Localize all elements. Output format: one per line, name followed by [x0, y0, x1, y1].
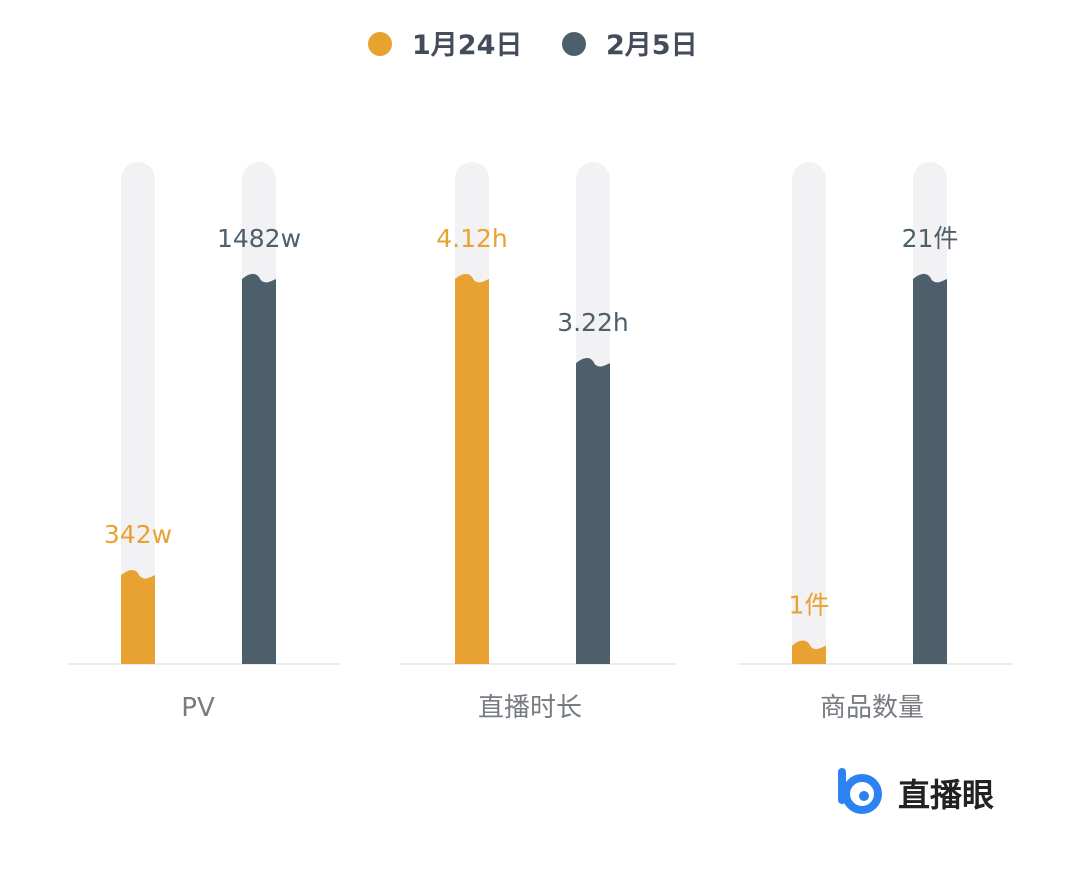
bar-track [792, 162, 826, 664]
bar-feb5 [242, 273, 276, 664]
bar-jan24 [121, 570, 155, 664]
value-label: 1482w [217, 224, 301, 253]
category-label: 商品数量 [820, 693, 924, 723]
bar-feb5 [913, 273, 947, 664]
category-label: PV [181, 693, 215, 723]
value-label: 1件 [789, 591, 830, 620]
legend: 1月24日 2月5日 [368, 30, 698, 61]
legend-dot-2 [562, 32, 586, 56]
legend-label-2: 2月5日 [606, 30, 698, 61]
bar-feb5 [576, 357, 610, 664]
brand-logo: 直播眼 [838, 768, 994, 814]
group-1: 342w 1482w PV [68, 162, 340, 723]
value-label: 21件 [902, 224, 959, 253]
bar-track [121, 162, 155, 664]
bar-jan24 [455, 273, 489, 664]
eye-logo-icon [838, 768, 882, 814]
value-label: 3.22h [557, 308, 629, 337]
legend-dot-1 [368, 32, 392, 56]
category-label: 直播时长 [478, 693, 582, 723]
value-label: 4.12h [436, 224, 508, 253]
legend-label-1: 1月24日 [412, 30, 522, 61]
group-2: 4.12h 3.22h 直播时长 [401, 162, 676, 723]
value-label: 342w [104, 520, 172, 549]
bar-jan24 [792, 640, 826, 664]
brand-name: 直播眼 [898, 776, 994, 814]
